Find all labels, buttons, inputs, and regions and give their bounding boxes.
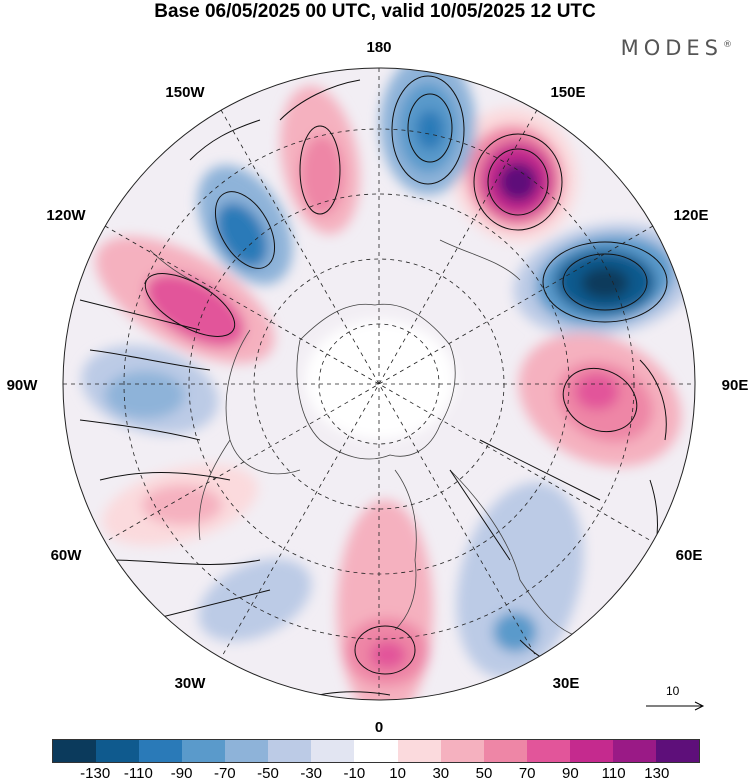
lon-label-0: 0 <box>375 719 383 735</box>
colorbar-cell <box>53 740 97 762</box>
lon-label-120w: 120W <box>46 207 86 224</box>
lon-label-30e: 30E <box>553 675 580 692</box>
colorbar-tick-label: -50 <box>257 765 279 782</box>
lon-label-150e: 150E <box>550 84 585 101</box>
brand-logo: MODES® <box>621 36 732 60</box>
colorbar-tick-label: -70 <box>213 765 236 782</box>
coastlines <box>149 239 601 641</box>
colorbar-tick-label: 130 <box>644 765 670 782</box>
polar-map: 180 150E 120E 90E 60E 30E 0 30W 60W 90W … <box>7 39 749 735</box>
colorbar-cell <box>96 740 140 762</box>
colorbar-cell <box>311 740 355 762</box>
vector-legend-value: 10 <box>666 684 680 698</box>
colorbar-tick-label: -90 <box>170 765 193 782</box>
colorbar-cell <box>354 740 398 762</box>
graticule <box>63 68 695 700</box>
colorbar-cell <box>397 740 441 762</box>
lon-label-60w: 60W <box>51 547 83 564</box>
lon-label-60e: 60E <box>676 547 703 564</box>
colorbar-cell <box>182 740 226 762</box>
colorbar-cell <box>526 740 570 762</box>
colorbar <box>52 739 700 763</box>
colorbar-cell <box>268 740 312 762</box>
anomaly-field <box>63 68 695 700</box>
colorbar-tick-label: -130 <box>80 765 111 782</box>
colorbar-tick-label: 10 <box>389 765 406 782</box>
colorbar-ticks: -130 -110 -90 -70 -50 -30 -10 10 30 50 70 90 110 130 <box>52 765 700 783</box>
colorbar-tick-label: -110 <box>123 765 153 782</box>
brand-registered-mark: ® <box>723 40 732 50</box>
page-title: Base 06/05/2025 00 UTC, valid 10/05/2025… <box>154 1 596 22</box>
colorbar-cell <box>139 740 183 762</box>
colorbar-cell <box>655 740 699 762</box>
colorbar-cell <box>483 740 527 762</box>
lon-label-180: 180 <box>366 39 391 56</box>
vector-legend: 10 <box>640 684 710 724</box>
colorbar-cell <box>225 740 269 762</box>
colorbar-tick-label: 70 <box>518 765 536 782</box>
map-boundary <box>62 67 696 701</box>
lon-label-90e: 90E <box>722 377 749 394</box>
colorbar-tick-label: 50 <box>475 765 493 782</box>
colorbar-tick-label: 30 <box>432 765 450 782</box>
colorbar-cell <box>440 740 484 762</box>
lon-label-30w: 30W <box>175 675 207 692</box>
colorbar-tick-label: 90 <box>562 765 579 782</box>
longitude-labels: 180 150E 120E 90E 60E 30E 0 30W 60W 90W … <box>7 39 749 735</box>
colorbar-tick-label: -30 <box>300 765 323 782</box>
lon-label-90w: 90W <box>7 377 39 394</box>
colorbar-tick-label: -10 <box>343 765 366 782</box>
colorbar-cell <box>612 740 656 762</box>
vector-legend-arrow-icon <box>646 701 705 711</box>
colorbar-cell <box>569 740 613 762</box>
colorbar-tick-label: 110 <box>601 765 626 782</box>
lon-label-150w: 150W <box>165 84 205 101</box>
brand-name: MODES <box>620 36 723 60</box>
lon-label-120e: 120E <box>673 207 708 224</box>
